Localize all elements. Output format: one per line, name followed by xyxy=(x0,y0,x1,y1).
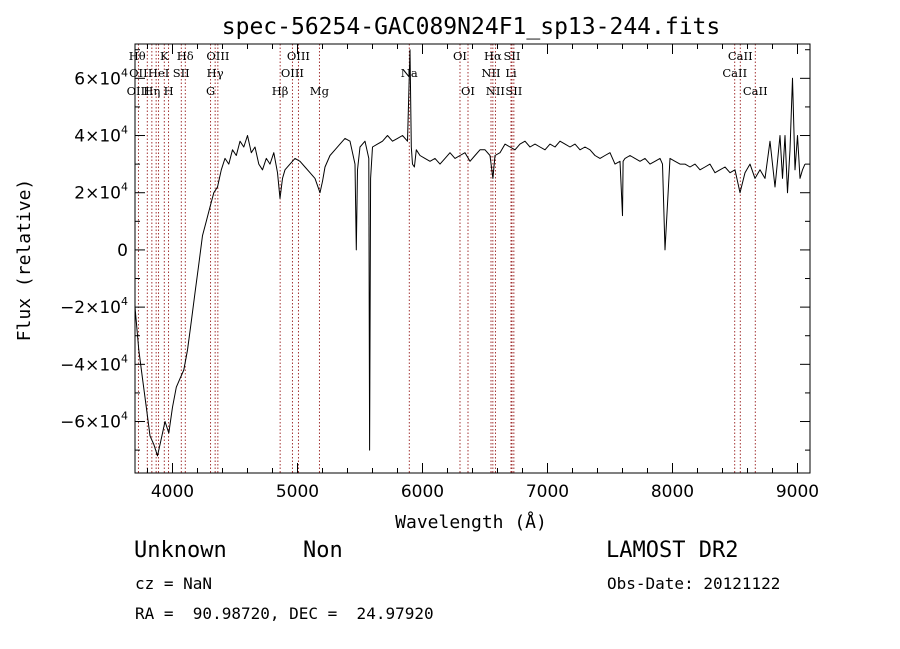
line-label-18: OI xyxy=(461,84,475,98)
line-label-25: CaII xyxy=(728,49,753,63)
line-label-11: G xyxy=(206,84,215,98)
line-label-12: Hβ xyxy=(272,84,289,98)
line-label-2: OIII xyxy=(127,84,150,98)
y-axis-ticks: −6×104 −4×104 −2×104 0 2×104 4×104 6×104 xyxy=(60,49,810,451)
line-label-21: NII xyxy=(486,84,505,98)
x-tick-label-2: 6000 xyxy=(401,482,444,502)
line-label-1: OII xyxy=(129,66,148,80)
line-label-17: OI xyxy=(453,49,467,63)
x-tick-label-1: 5000 xyxy=(276,482,319,502)
line-label-26: CaII xyxy=(722,66,747,80)
y-tick-label-2: −2×104 xyxy=(60,295,128,318)
x-tick-label-3: 7000 xyxy=(526,482,569,502)
line-label-10: Hγ xyxy=(207,66,224,80)
observation-date: Obs-Date: 20121122 xyxy=(607,574,781,593)
y-tick-label-0: −6×104 xyxy=(60,410,128,433)
chart-title: spec-56254-GAC089N24F1_sp13-244.fits xyxy=(222,14,721,40)
spectral-line-markers xyxy=(137,44,756,473)
x-tick-label-5: 9000 xyxy=(776,482,819,502)
line-label-5: Hη xyxy=(143,84,160,98)
line-label-6: H xyxy=(164,84,174,98)
redshift-cz: cz = NaN xyxy=(135,574,213,593)
line-label-24: SII xyxy=(505,84,522,98)
line-label-22: SII xyxy=(504,49,521,63)
line-label-19: Hα xyxy=(484,49,502,63)
line-label-20: NII xyxy=(481,66,500,80)
y-tick-label-6: 6×104 xyxy=(74,66,128,89)
y-tick-label-1: −4×104 xyxy=(60,352,128,375)
spectrum-line-0 xyxy=(134,49,806,457)
line-label-23: Li xyxy=(505,66,517,80)
line-label-15: Mg xyxy=(310,84,330,98)
coordinates: RA = 90.98720, DEC = 24.97920 xyxy=(135,604,434,623)
plot-frame xyxy=(134,43,811,474)
line-label-27: CaII xyxy=(743,84,768,98)
line-label-14: OIII xyxy=(281,66,304,80)
y-axis-label: Flux (relative) xyxy=(14,179,35,342)
x-axis-label: Wavelength (Å) xyxy=(395,511,547,533)
line-label-9: OIII xyxy=(206,49,229,63)
x-axis-ticks: 4000 5000 6000 7000 8000 9000 xyxy=(147,44,819,502)
line-label-0: Hθ xyxy=(129,49,146,63)
x-tick-label-4: 8000 xyxy=(651,482,694,502)
survey-name: LAMOST DR2 xyxy=(606,538,739,563)
y-tick-label-3: 0 xyxy=(117,241,128,261)
object-type: Unknown xyxy=(134,538,227,563)
spectral-line-labels: Hθ OII OIII K HeI Hη H SII Hδ OIII Hγ G Hβ OIII OIII Mg… xyxy=(127,49,768,98)
y-tick-label-4: 2×104 xyxy=(74,181,128,204)
y-tick-label-5: 4×104 xyxy=(74,124,128,147)
line-label-3: K xyxy=(160,49,169,63)
object-subclass: Non xyxy=(303,538,343,563)
line-label-8: Hδ xyxy=(177,49,194,63)
x-tick-label-0: 4000 xyxy=(151,482,194,502)
line-label-4: HeI xyxy=(148,66,169,80)
spectrum-series xyxy=(134,49,806,457)
line-label-13: OIII xyxy=(287,49,310,63)
line-label-7: SII xyxy=(173,66,190,80)
